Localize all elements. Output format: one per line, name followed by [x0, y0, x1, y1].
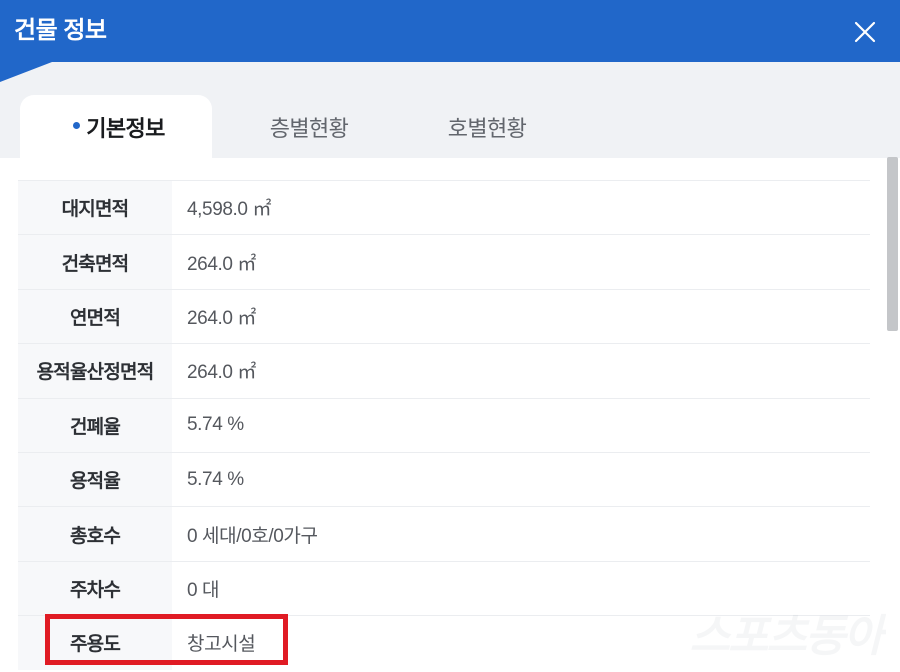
tab-floor-status[interactable]: 층별현황 [234, 95, 384, 158]
scrollbar-thumb[interactable] [887, 157, 898, 331]
table-row: 연면적 264.0 ㎡ [18, 288, 870, 344]
row-label: 건축면적 [18, 235, 172, 289]
row-label: 건폐율 [18, 398, 172, 452]
tab-label: 기본정보 [86, 115, 165, 141]
tab-label: 층별현황 [269, 115, 349, 141]
row-value: 264.0 ㎡ [187, 253, 257, 275]
row-label: 주용도 [18, 616, 172, 670]
row-value: 창고시설 [187, 634, 256, 656]
table-row-highlighted: 주용도 창고시설 [18, 615, 870, 670]
table-row: 대지면적 4,598.0 ㎡ [18, 180, 870, 235]
row-value: 264.0 ㎡ [187, 362, 257, 384]
page-title: 건물 정보 [14, 17, 107, 44]
row-label: 연면적 [18, 289, 172, 344]
building-info-table: 대지면적 4,598.0 ㎡ 건축면적 264.0 ㎡ 연면적 264.0 ㎡ … [18, 180, 870, 670]
close-button[interactable] [840, 7, 890, 57]
row-label: 용적율산정면적 [18, 344, 172, 398]
tab-basic-info[interactable]: 기본정보 [20, 95, 212, 158]
tab-label: 호별현황 [447, 115, 527, 141]
row-value: 5.74 % [187, 468, 244, 490]
table-row: 주차수 0 대 [18, 560, 870, 616]
row-label: 총호수 [18, 507, 172, 561]
row-label: 대지면적 [18, 181, 172, 235]
table-row: 건폐율 5.74 % [18, 397, 870, 452]
tab-panel-basic-info: 대지면적 4,598.0 ㎡ 건축면적 264.0 ㎡ 연면적 264.0 ㎡ … [0, 158, 900, 672]
row-label: 용적율 [18, 452, 172, 507]
tab-unit-status[interactable]: 호별현황 [412, 95, 562, 158]
row-value: 0 대 [187, 579, 220, 601]
table-row: 건축면적 264.0 ㎡ [18, 234, 870, 289]
table-row: 총호수 0 세대/0호/0가구 [18, 506, 870, 561]
active-tab-dot-icon [73, 122, 81, 129]
row-value: 0 세대/0호/0가구 [187, 525, 318, 547]
row-value: 264.0 ㎡ [187, 307, 257, 329]
close-icon [854, 21, 876, 43]
row-value: 4,598.0 ㎡ [187, 199, 272, 221]
table-row: 용적율 5.74 % [18, 451, 870, 507]
table-row: 용적율산정면적 264.0 ㎡ [18, 343, 870, 398]
row-label: 주차수 [18, 561, 172, 616]
tab-bar: 기본정보 층별현황 호별현황 [0, 62, 900, 158]
row-value: 5.74 % [187, 414, 244, 436]
